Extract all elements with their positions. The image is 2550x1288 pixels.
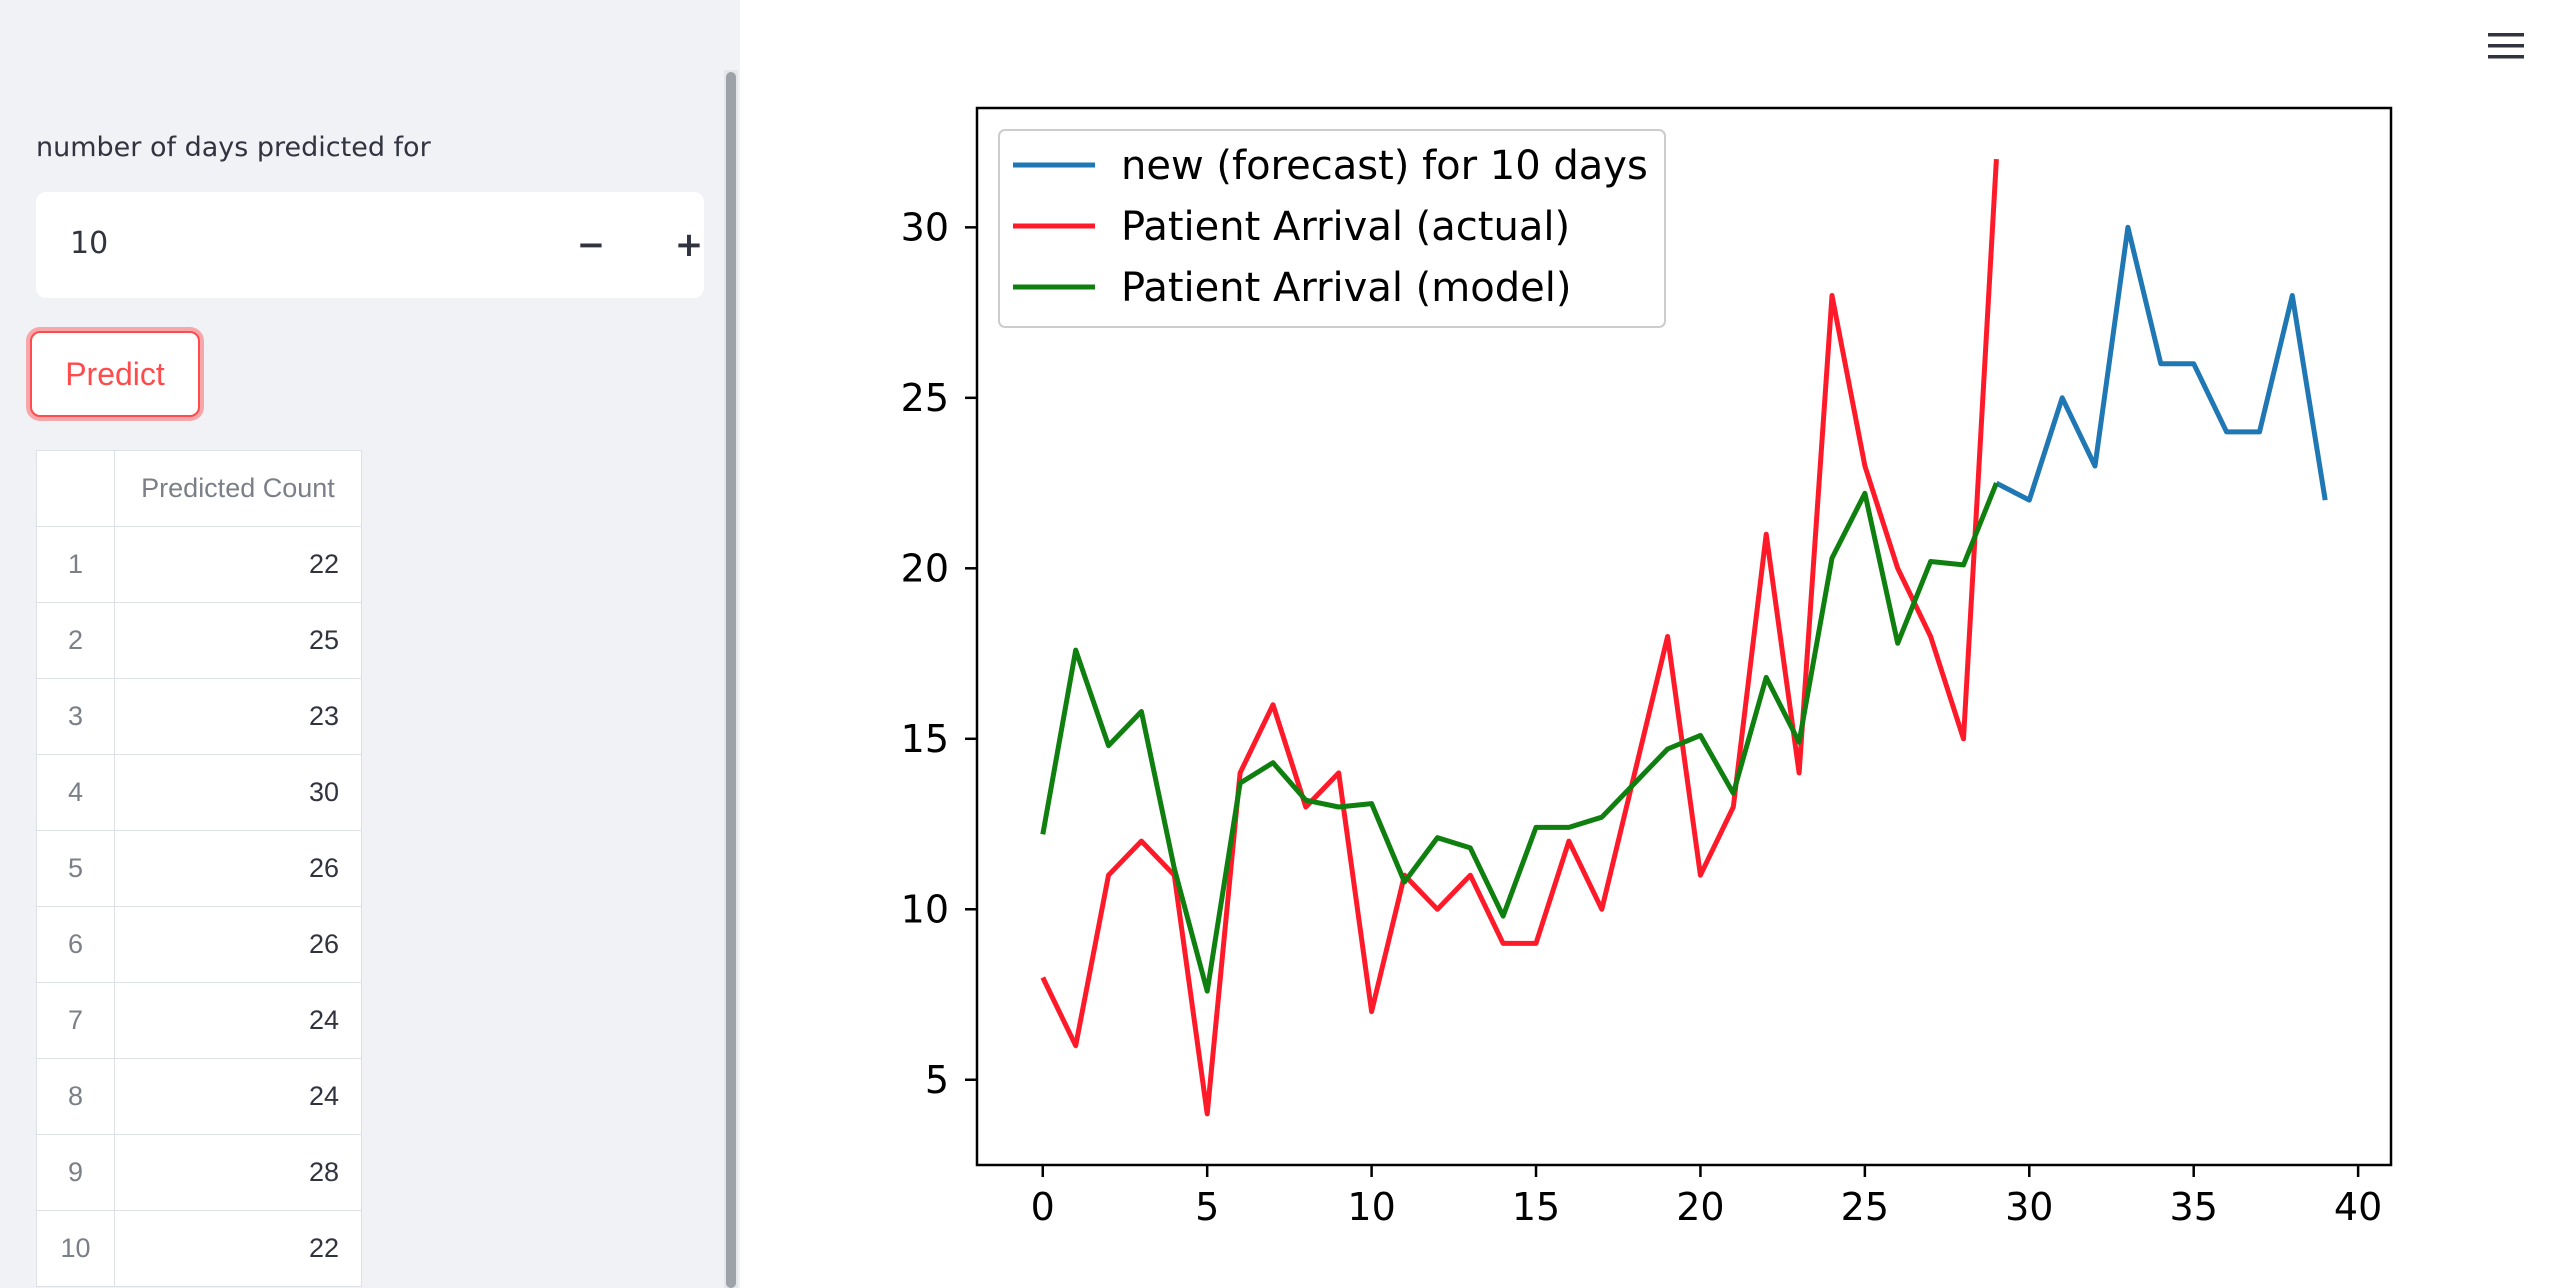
y-tick-label: 15	[901, 717, 949, 761]
row-index: 8	[36, 1058, 115, 1135]
y-tick-label: 25	[901, 376, 949, 420]
predicted-count-column-header: Predicted Count	[113, 450, 363, 527]
hamburger-menu-icon[interactable]	[2486, 28, 2526, 64]
row-index: 7	[36, 982, 115, 1059]
index-column-header	[36, 450, 115, 527]
x-tick-label: 40	[2334, 1185, 2382, 1229]
table-row: 1 22	[36, 526, 363, 603]
row-index: 5	[36, 830, 115, 907]
row-index: 4	[36, 754, 115, 831]
x-tick-label: 15	[1512, 1185, 1560, 1229]
chart-legend	[998, 129, 1666, 328]
predicted-count-cell: 24	[113, 1058, 363, 1135]
predict-button[interactable]: Predict	[30, 331, 200, 417]
legend-label-0: new (forecast) for 10 days	[1121, 143, 1648, 189]
table-row: 10 22	[36, 1210, 363, 1287]
series-line-2	[1040, 482, 1999, 994]
row-index: 1	[36, 526, 115, 603]
sidebar: number of days predicted for 10 − + Pred…	[0, 0, 740, 1288]
predicted-count-cell: 22	[113, 526, 363, 603]
predicted-count-cell: 25	[113, 602, 363, 679]
table-row: 4 30	[36, 754, 363, 831]
increment-button[interactable]: +	[674, 225, 704, 265]
y-tick-label: 30	[901, 205, 949, 249]
predicted-count-cell: 22	[113, 1210, 363, 1287]
legend-label-2: Patient Arrival (model)	[1121, 265, 1571, 311]
predicted-count-cell: 30	[113, 754, 363, 831]
table-row: 9 28	[36, 1134, 363, 1211]
row-index: 9	[36, 1134, 115, 1211]
plot-frame	[975, 106, 2393, 1167]
x-tick-label: 20	[1676, 1185, 1724, 1229]
row-index: 10	[36, 1210, 115, 1287]
predicted-count-cell: 28	[113, 1134, 363, 1211]
days-input-value[interactable]: 10	[70, 226, 109, 261]
predicted-count-cell: 26	[113, 830, 363, 907]
predicted-count-cell: 26	[113, 906, 363, 983]
days-input-label: number of days predicted for	[36, 132, 431, 163]
table-row: 6 26	[36, 906, 363, 983]
x-tick-label: 25	[1841, 1185, 1889, 1229]
x-tick-label: 0	[1031, 1185, 1055, 1229]
series-line-1	[1040, 158, 1999, 1117]
y-tick-label: 20	[901, 546, 949, 590]
x-tick-label: 30	[2005, 1185, 2053, 1229]
legend-label-1: Patient Arrival (actual)	[1121, 204, 1570, 250]
table-row: 8 24	[36, 1058, 363, 1135]
table-row: 5 26	[36, 830, 363, 907]
row-index: 3	[36, 678, 115, 755]
table-row: 3 23	[36, 678, 363, 755]
y-tick-label: 10	[901, 887, 949, 931]
table-row: 7 24	[36, 982, 363, 1059]
days-number-input[interactable]: 10 − +	[36, 192, 704, 298]
x-tick-label: 35	[2170, 1185, 2218, 1229]
series-line-0	[1995, 224, 2328, 503]
decrement-button[interactable]: −	[576, 225, 606, 265]
sidebar-scrollbar-thumb[interactable]	[726, 72, 736, 1288]
x-tick-label: 5	[1195, 1185, 1219, 1229]
table-header-row: Predicted Count	[36, 450, 363, 527]
row-index: 6	[36, 906, 115, 983]
predicted-count-cell: 24	[113, 982, 363, 1059]
row-index: 2	[36, 602, 115, 679]
predicted-count-table: Predicted Count 1 22 2 25 3 23 4 30 5 26 6 26 7 24 8 24…	[36, 450, 363, 1287]
y-tick-label: 5	[925, 1058, 949, 1102]
x-tick-label: 10	[1347, 1185, 1395, 1229]
table-row: 2 25	[36, 602, 363, 679]
predicted-count-cell: 23	[113, 678, 363, 755]
patient-arrival-chart: 0 5 10 15 20 25 30 35 40 5 10 15 20 25 30 new (forecast…	[901, 106, 2393, 1229]
